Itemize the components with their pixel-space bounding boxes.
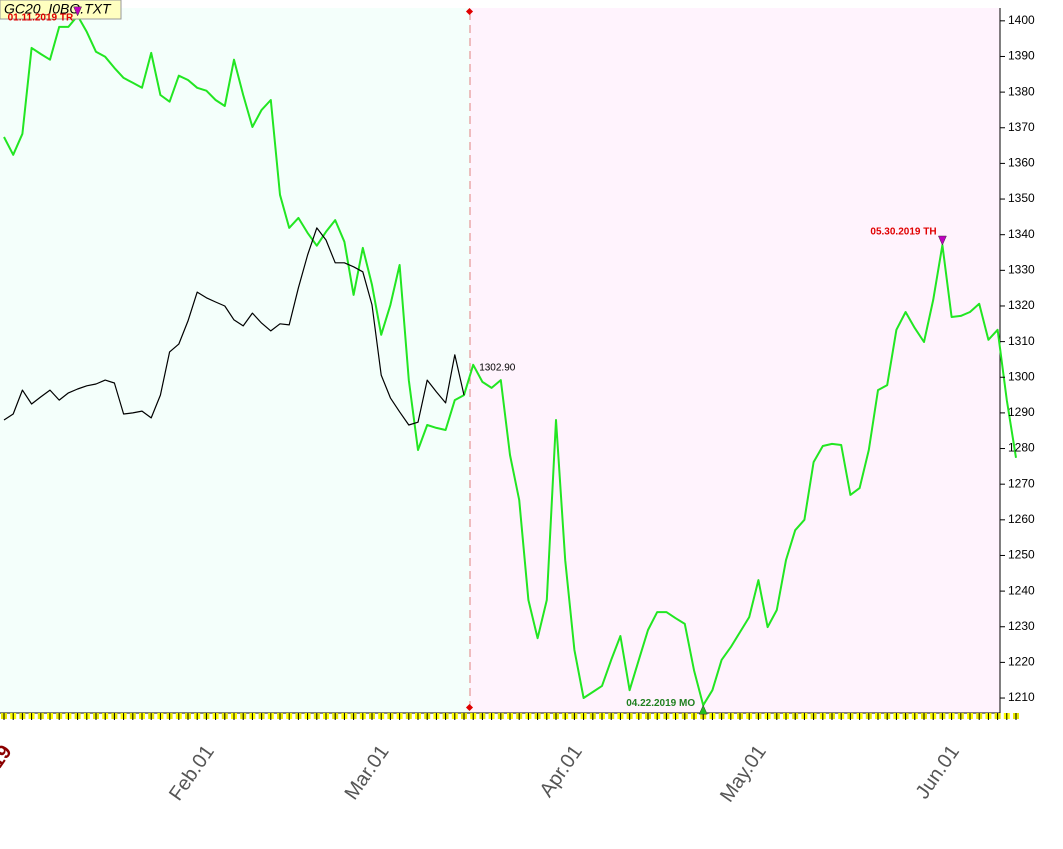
y-tick-label: 1360 <box>1008 156 1035 170</box>
y-tick-label: 1340 <box>1008 227 1035 241</box>
y-tick-label: 1290 <box>1008 405 1035 419</box>
chart-title: GC20_I0BO.TXT <box>4 1 112 17</box>
y-tick-label: 1370 <box>1008 120 1035 134</box>
history-zone <box>0 8 470 713</box>
extreme-marker <box>938 235 947 246</box>
divider-marker <box>465 7 474 16</box>
y-tick-label: 1380 <box>1008 84 1035 98</box>
y-tick-label: 1230 <box>1008 619 1035 633</box>
y-tick-label: 1240 <box>1008 583 1035 597</box>
y-tick-label: 1320 <box>1008 298 1035 312</box>
y-tick-label: 1390 <box>1008 49 1035 63</box>
y-tick-label: 1250 <box>1008 548 1035 562</box>
forecast-zone <box>470 8 1000 713</box>
annotation: 04.22.2019 MO <box>626 698 695 709</box>
y-tick-label: 1330 <box>1008 262 1035 276</box>
divider-marker <box>465 703 474 712</box>
y-tick-label: 1350 <box>1008 191 1035 205</box>
plot <box>3 14 1017 707</box>
y-tick-label: 1220 <box>1008 655 1035 669</box>
extreme-marker <box>698 704 708 715</box>
annotation: 05.30.2019 TH <box>870 227 936 238</box>
extreme-marker <box>73 6 82 17</box>
y-tick-label: 1260 <box>1008 512 1035 526</box>
y-tick-label: 1280 <box>1008 441 1035 455</box>
y-tick-label: 1400 <box>1008 13 1035 27</box>
series-line <box>3 227 465 426</box>
series-line <box>3 14 1017 707</box>
annotation: 01.11.2019 TR <box>8 12 74 23</box>
y-tick-label: 1310 <box>1008 334 1035 348</box>
y-tick-label: 1300 <box>1008 369 1035 383</box>
y-tick-label: 1210 <box>1008 690 1035 704</box>
y-tick-label: 1270 <box>1008 476 1035 490</box>
annotation: 1302.90 <box>479 362 516 373</box>
title-box <box>0 0 122 20</box>
